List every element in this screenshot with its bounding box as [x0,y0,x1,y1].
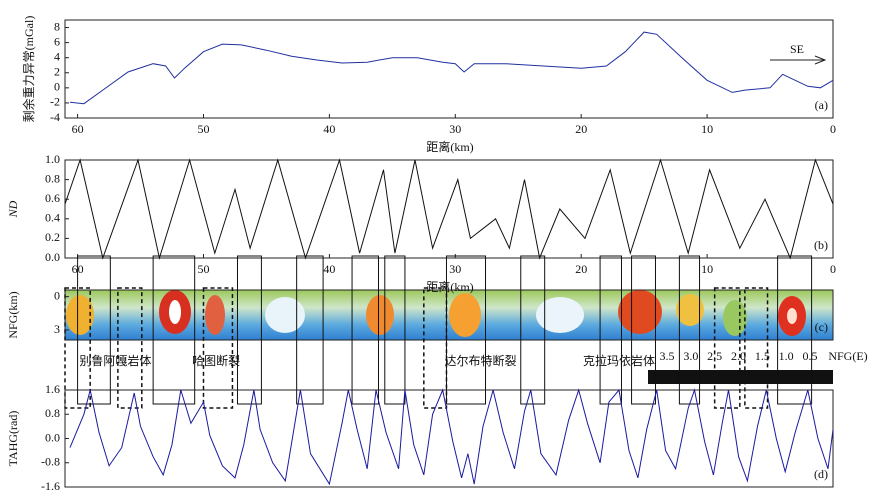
solid-box [599,255,622,405]
x-tick-label: 40 [323,262,335,276]
y-tick-label: 3 [54,322,60,336]
dashed-box [744,287,769,409]
y-tick-label: 6 [54,34,60,48]
x-tick-label: 20 [575,122,587,136]
solid-box [152,255,196,405]
data-line [69,31,834,105]
solid-box [296,255,324,405]
dashed-box [117,287,143,409]
x-axis-label: 距离(km) [426,279,473,294]
x-tick-label: 10 [701,122,713,136]
dashed-box [64,287,91,409]
y-axis-label: TAHG(rad) [6,411,20,467]
y-tick-label: 0.0 [45,430,60,444]
x-tick-label: 10 [701,262,713,276]
y-tick-label: 0 [54,80,60,94]
heatmap-field [65,290,833,340]
scale-tick-label: 1.5 [755,349,770,363]
scale-tick-label: 3.5 [660,349,675,363]
x-tick-label: 0 [830,122,836,136]
y-axis-label: NFG(km) [6,291,20,338]
panel-label: (a) [815,98,828,112]
x-tick-label: 60 [72,122,84,136]
solid-box [631,255,656,405]
y-tick-label: 0.6 [45,191,60,205]
panel-label: (b) [814,238,828,252]
y-tick-label: -4 [50,110,60,124]
geology-label: 达尔布特断裂 [444,353,516,368]
direction-label: SE [790,42,804,56]
y-tick-label: 1.6 [45,382,60,396]
solid-box [351,255,379,405]
data-line [69,388,834,486]
y-tick-label: -1.6 [41,479,60,493]
y-tick-label: 0.2 [45,230,60,244]
geology-label: 别鲁阿嘎岩体 [79,353,151,368]
scale-tick-label: 1.0 [779,349,794,363]
x-tick-label: 50 [197,122,209,136]
solid-box [384,255,406,405]
solid-box [236,255,262,405]
y-tick-label: 0 [54,288,60,302]
x-tick-label: 50 [197,262,209,276]
plot-frame [64,159,834,259]
x-tick-label: 40 [323,122,335,136]
y-tick-label: 1.0 [45,152,60,166]
dashed-box [202,287,234,409]
geology-label: 克拉玛依岩体 [583,353,655,368]
x-tick-label: 30 [449,122,461,136]
dashed-box [423,287,448,409]
y-tick-label: -2 [50,95,60,109]
data-line [64,158,834,260]
solid-box [777,255,813,405]
y-tick-label: -0.8 [41,455,60,469]
x-tick-label: 0 [830,262,836,276]
plot-frame [64,289,834,341]
y-axis-label: ND [6,200,20,218]
geology-label: 哈图断裂 [192,353,240,368]
direction-arrowhead [814,55,827,65]
scale-tick-label: 2.0 [731,349,746,363]
y-tick-label: 0.8 [45,171,60,185]
y-tick-label: 0.0 [45,250,60,264]
y-tick-label: 0.8 [45,406,60,420]
scale-label: NFG(E) [828,349,867,363]
plot-frame [64,19,834,119]
scale-tick-label: 0.5 [803,349,818,363]
y-tick-label: 4 [54,49,60,63]
y-tick-label: 0.4 [45,211,60,225]
y-tick-label: 2 [54,65,60,79]
scale-tick-label: 2.5 [707,349,722,363]
panel-label: (c) [815,320,828,334]
x-tick-label: 20 [575,262,587,276]
y-tick-label: 8 [54,19,60,33]
scale-tick-label: 3.0 [683,349,698,363]
panel-label: (d) [814,467,828,481]
x-axis-label: 距离(km) [426,139,473,154]
dashed-box [713,287,741,409]
y-axis-label: 剩余重力异常(mGal) [21,16,36,123]
x-tick-label: 30 [449,262,461,276]
solid-box [77,255,111,405]
plot-frame [64,389,834,488]
